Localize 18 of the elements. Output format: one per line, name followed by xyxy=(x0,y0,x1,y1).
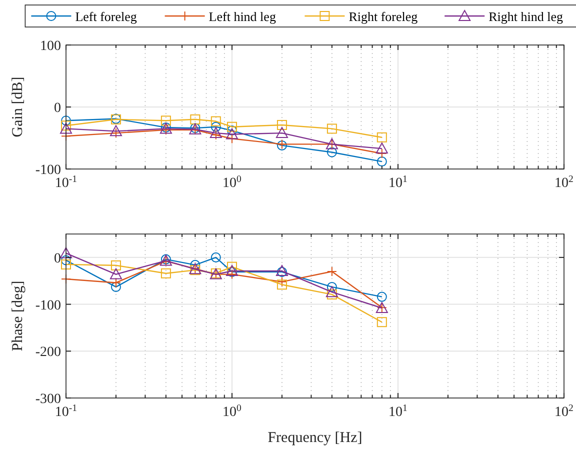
y-tick-label: -100 xyxy=(35,298,61,314)
y-tick-label: -200 xyxy=(35,345,61,360)
legend-label: Left foreleg xyxy=(75,9,138,24)
y-tick-label: 0 xyxy=(54,101,61,116)
y-axis-title: Gain [dB] xyxy=(10,76,26,138)
x-tick-label: 10$^{0}$ xyxy=(222,402,242,420)
x-tick-label: 10$^{2}$ xyxy=(554,174,574,191)
x-tick-label: 10$^{0}$ xyxy=(222,174,242,191)
x-tick-label: 10$^{2}$ xyxy=(554,402,574,420)
y-axis-title: Phase [deg] xyxy=(10,280,26,352)
legend-label: Right hind leg xyxy=(488,9,564,24)
y-tick-label: 100 xyxy=(40,39,61,54)
y-tick-label: 0 xyxy=(54,251,61,266)
x-axis-title: Frequency [Hz] xyxy=(268,430,362,446)
legend-label: Right foreleg xyxy=(348,9,418,24)
legend-label: Left hind leg xyxy=(208,9,276,24)
x-tick-label: 10$^{1}$ xyxy=(388,402,408,420)
x-tick-label: 10$^{1}$ xyxy=(388,174,408,191)
